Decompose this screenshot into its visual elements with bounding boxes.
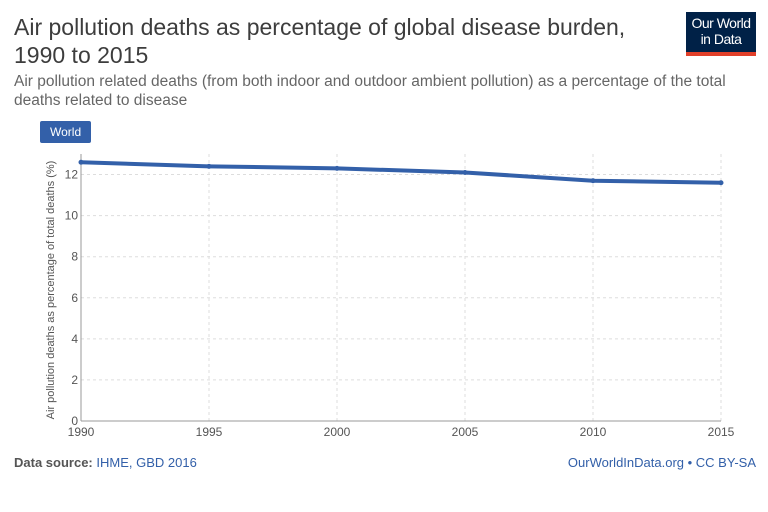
data-point[interactable] <box>718 180 724 186</box>
x-tick-label: 2000 <box>324 425 351 439</box>
data-point[interactable] <box>78 159 84 165</box>
x-tick-label: 2015 <box>708 425 735 439</box>
data-point[interactable] <box>590 178 596 184</box>
data-source: Data source: IHME, GBD 2016 <box>14 455 197 470</box>
y-tick-label: 2 <box>71 373 78 387</box>
x-tick-label: 2005 <box>452 425 479 439</box>
subtitle-line-1: Air pollution related deaths (from both … <box>14 73 726 90</box>
data-point[interactable] <box>206 163 212 169</box>
data-point[interactable] <box>462 169 468 175</box>
x-tick-label: 2010 <box>580 425 607 439</box>
y-axis-label: Air pollution deaths as percentage of to… <box>45 161 57 420</box>
x-tick-label: 1990 <box>68 425 95 439</box>
data-source-label: Data source: <box>14 455 93 470</box>
x-tick-label: 1995 <box>196 425 223 439</box>
y-tick-label: 10 <box>65 209 79 223</box>
chart-grid <box>81 154 722 421</box>
legend-button-world[interactable]: World <box>40 121 92 143</box>
y-tick-label: 6 <box>71 291 78 305</box>
chart-tick-labels: 0 2 4 6 8 10 12 1990 1995 2000 2005 2010 2015 <box>65 168 735 439</box>
chart-subtitle: Air pollution related deaths (from both … <box>14 72 768 110</box>
y-tick-label: 4 <box>71 332 78 346</box>
logo-line-1: Our World <box>691 15 751 31</box>
data-source-link[interactable]: IHME, GBD 2016 <box>96 455 197 470</box>
y-tick-label: 12 <box>65 168 79 182</box>
series-line-world[interactable] <box>80 160 722 185</box>
y-tick-label: 0 <box>71 414 78 428</box>
chart-axes <box>80 154 721 422</box>
chart-series <box>78 159 724 186</box>
data-point[interactable] <box>334 165 340 171</box>
owid-logo[interactable]: Our World in Data <box>686 12 756 56</box>
y-tick-label: 8 <box>71 250 78 264</box>
logo-line-2: in Data <box>700 31 742 47</box>
logo-accent-bar <box>686 52 756 56</box>
subtitle-line-2: deaths related to disease <box>14 92 188 109</box>
chart-title: Air pollution deaths as percentage of gl… <box>14 14 626 68</box>
credit-link[interactable]: OurWorldInData.org • CC BY-SA <box>567 455 756 470</box>
